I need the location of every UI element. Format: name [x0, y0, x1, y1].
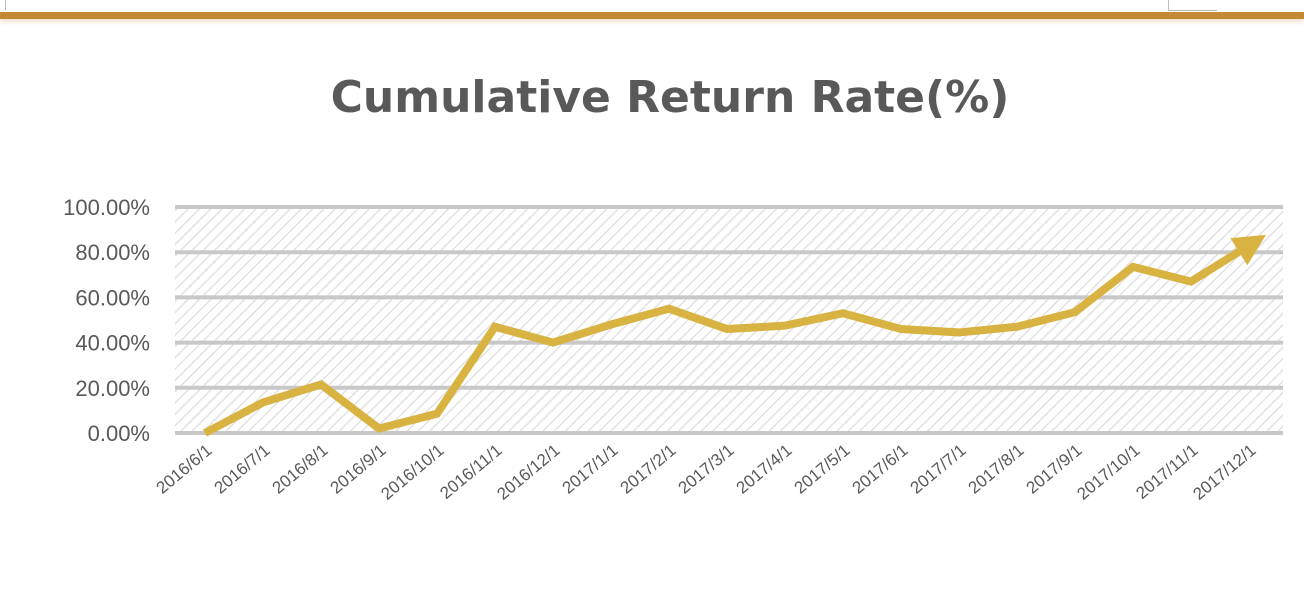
x-tick-label: 2017/11/1	[1132, 441, 1201, 503]
x-tick-label: 2016/12/1	[493, 441, 563, 504]
x-tick-label: 2017/10/1	[1073, 441, 1143, 504]
x-tick-label: 2017/1/1	[559, 441, 622, 498]
y-tick-label: 60.00%	[75, 285, 150, 310]
x-tick-label: 2017/3/1	[675, 441, 738, 498]
y-tick-label: 80.00%	[75, 240, 150, 265]
x-tick-label: 2017/2/1	[617, 441, 680, 498]
window-edge-mark	[0, 0, 6, 10]
x-tick-label: 2017/6/1	[849, 441, 912, 498]
y-tick-label: 0.00%	[88, 421, 150, 446]
x-tick-label: 2017/5/1	[791, 441, 854, 498]
x-tick-label: 2016/10/1	[377, 441, 447, 504]
x-tick-label: 2016/11/1	[436, 441, 505, 503]
y-tick-label: 40.00%	[75, 331, 150, 356]
y-tick-label: 100.00%	[63, 195, 150, 220]
x-tick-label: 2016/7/1	[211, 441, 274, 498]
y-tick-label: 20.00%	[75, 376, 150, 401]
window-corner-mark	[1168, 0, 1217, 11]
chart-title: Cumulative Return Rate(%)	[331, 72, 1010, 123]
x-tick-label: 2016/6/1	[153, 441, 216, 498]
x-tick-label: 2016/8/1	[269, 441, 332, 498]
x-tick-label: 2017/12/1	[1189, 441, 1259, 504]
x-tick-label: 2017/4/1	[733, 441, 796, 498]
x-tick-label: 2017/7/1	[907, 441, 970, 498]
x-tick-label: 2017/8/1	[965, 441, 1028, 498]
accent-header-bar	[0, 12, 1304, 19]
plot-area	[175, 207, 1283, 433]
